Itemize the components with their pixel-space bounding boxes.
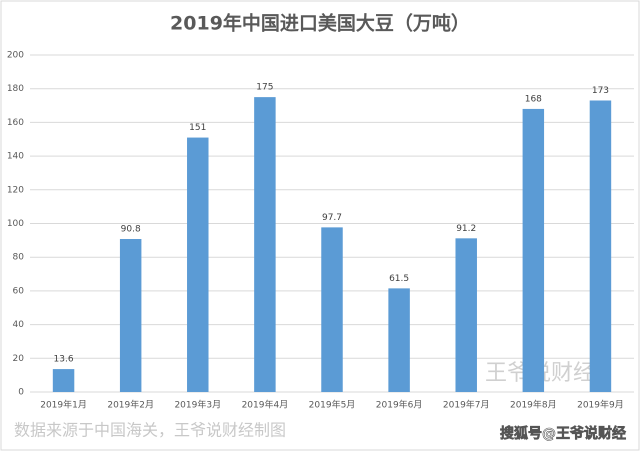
bar bbox=[119, 239, 142, 392]
y-tick-label: 60 bbox=[13, 286, 25, 296]
y-tick-label: 140 bbox=[7, 152, 24, 162]
x-tick-label: 2019年7月 bbox=[443, 399, 490, 411]
x-tick-label: 2019年2月 bbox=[107, 399, 154, 411]
y-tick-label: 100 bbox=[7, 219, 24, 229]
x-tick-label: 2019年8月 bbox=[510, 399, 557, 411]
y-tick-label: 20 bbox=[13, 354, 25, 364]
y-tick-label: 0 bbox=[18, 388, 24, 398]
data-label: 173 bbox=[592, 86, 609, 96]
data-label: 168 bbox=[525, 94, 542, 104]
y-tick-label: 120 bbox=[7, 185, 24, 195]
data-label: 97.7 bbox=[322, 213, 342, 223]
x-tick-label: 2019年9月 bbox=[577, 399, 624, 411]
x-tick-label: 2019年6月 bbox=[376, 399, 423, 411]
bar bbox=[522, 108, 545, 393]
data-label: 151 bbox=[189, 123, 206, 133]
bar bbox=[254, 97, 276, 392]
x-tick-label: 2019年4月 bbox=[242, 399, 289, 411]
data-label: 175 bbox=[256, 83, 273, 93]
x-tick-label: 2019年5月 bbox=[309, 399, 356, 411]
x-tick-label: 2019年1月 bbox=[40, 399, 87, 411]
source-note: 数据来源于中国海关，王爷说财经制图 bbox=[14, 421, 286, 440]
credit: 搜狐号@王爷说财经 bbox=[500, 425, 626, 442]
y-tick-label: 200 bbox=[7, 51, 24, 61]
data-label: 13.6 bbox=[54, 355, 74, 365]
y-tick-label: 160 bbox=[7, 118, 24, 128]
data-label: 91.2 bbox=[456, 224, 476, 234]
y-tick-label: 180 bbox=[7, 84, 24, 94]
bar bbox=[455, 238, 477, 392]
bar bbox=[388, 288, 410, 392]
y-tick-label: 80 bbox=[13, 253, 25, 263]
data-label: 61.5 bbox=[389, 274, 409, 284]
bar bbox=[187, 137, 209, 392]
y-tick-label: 40 bbox=[13, 320, 25, 330]
bar bbox=[321, 227, 343, 392]
bar bbox=[589, 100, 612, 393]
data-label: 90.8 bbox=[121, 225, 141, 235]
chart-title: 2019年中国进口美国大豆（万吨） bbox=[170, 12, 470, 35]
x-tick-label: 2019年3月 bbox=[174, 399, 221, 411]
bar bbox=[52, 369, 75, 392]
